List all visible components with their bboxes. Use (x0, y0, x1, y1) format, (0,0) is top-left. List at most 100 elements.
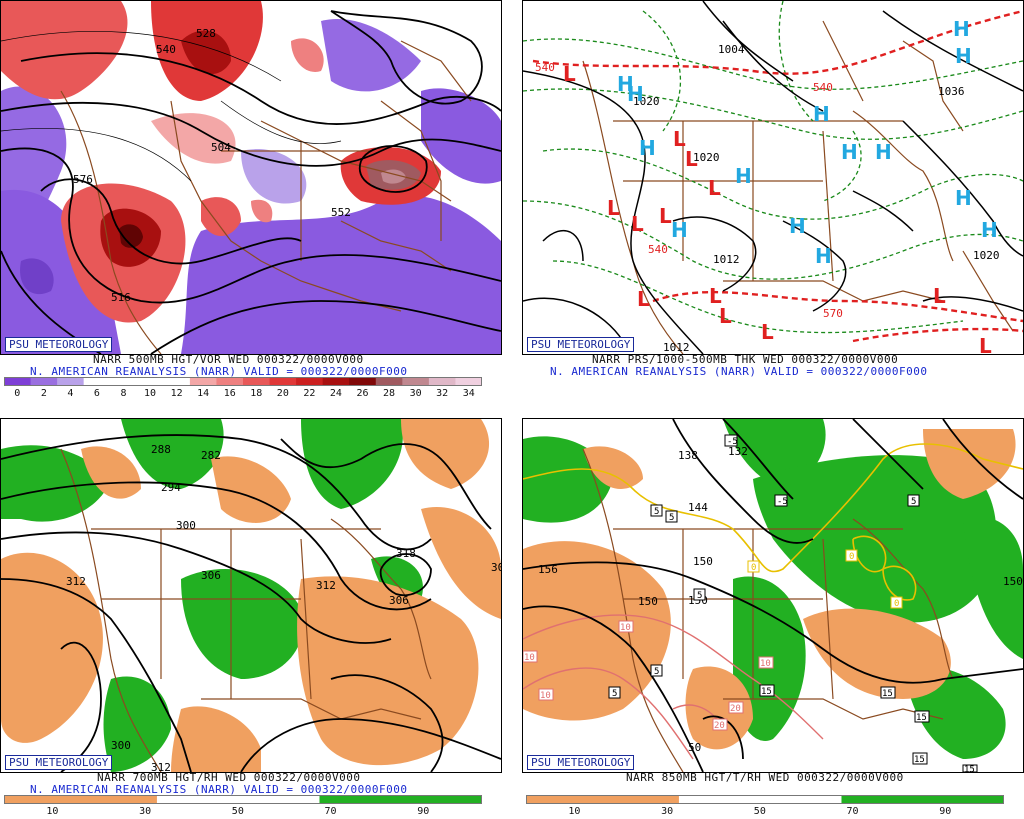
high-pressure-symbol: H (815, 244, 832, 268)
high-pressure-symbol: H (735, 164, 752, 188)
colorbar-tick-label: 10 (46, 806, 59, 817)
high-pressure-symbol: H (813, 102, 830, 126)
temp-label: 5 (907, 494, 920, 507)
temp-label: 5 (665, 510, 678, 523)
svg-text:0: 0 (849, 552, 854, 562)
low-pressure-symbol: L (933, 284, 946, 308)
panel-valid-line: N. AMERICAN REANALYSIS (NARR) VALID = 00… (30, 783, 408, 796)
colorbar-tick-label: 34 (462, 388, 475, 399)
contour-label: 138 (678, 449, 698, 462)
contour-label: 132 (728, 445, 748, 458)
low-pressure-symbol: L (631, 212, 644, 236)
svg-text:5: 5 (612, 689, 617, 699)
contour-label: 312 (151, 761, 171, 772)
colorbar-swatch (57, 377, 85, 386)
contour-label: 312 (316, 579, 336, 592)
high-pressure-symbol: H (955, 44, 972, 68)
map-pressure-thickness: 1004 1020 1020 1036 1012 1020 540 540 57… (522, 0, 1024, 355)
colorbar-tick-label: 10 (568, 806, 581, 817)
colorbar-tick-label: 30 (409, 388, 422, 399)
svg-text:0: 0 (894, 599, 899, 609)
colorbar-tick-label: 18 (250, 388, 263, 399)
colorbar-swatch (322, 377, 350, 386)
panel-title: NARR PRS/1000-500MB THK WED 000322/0000V… (592, 353, 899, 366)
temp-label: 5 (650, 504, 663, 517)
temp-label: 10 (523, 650, 538, 663)
svg-text:-5: -5 (727, 437, 738, 447)
colorbar-swatch (455, 377, 482, 386)
low-pressure-symbol: L (607, 196, 620, 220)
contour-label: 1012 (663, 341, 690, 354)
colorbar-tick-label: 2 (40, 388, 47, 399)
low-pressure-symbol: L (685, 147, 698, 171)
high-pressure-symbol: H (671, 218, 688, 242)
contour-label: 1036 (938, 85, 965, 98)
svg-text:15: 15 (916, 713, 927, 723)
psu-meteorology-badge: PSU METEOROLOGY (5, 337, 113, 352)
svg-text:15: 15 (964, 765, 975, 772)
contour-label: 576 (73, 173, 93, 186)
colorbar-swatch (678, 795, 842, 804)
colorbar-swatch (349, 377, 377, 386)
colorbar-swatch (428, 377, 456, 386)
svg-text:20: 20 (730, 704, 741, 714)
contour-label: 528 (196, 27, 216, 40)
colorbar-swatch (83, 377, 111, 386)
colorbar-tick-label: 8 (120, 388, 127, 399)
vorticity-colorbar-ticks: 0 2 4 6 8 10 12 14 16 18 20 22 24 26 28 30 32 34 (4, 388, 482, 402)
svg-text:10: 10 (760, 659, 771, 669)
contour-label: 318 (396, 547, 416, 560)
temp-label: -5 (774, 494, 788, 507)
colorbar-swatch (319, 795, 482, 804)
low-pressure-symbol: L (709, 284, 722, 308)
colorbar-swatch (526, 795, 679, 804)
colorbar-tick-label: 24 (329, 388, 342, 399)
map-850mb: 138 132 144 150 156 150 150 150 -5 -5 5 … (522, 418, 1024, 773)
panel-valid-line: N. AMERICAN REANALYSIS (NARR) VALID = 00… (550, 365, 928, 378)
contour-label: 282 (201, 449, 221, 462)
temp-label: 0 (747, 560, 760, 573)
colorbar-tick-label: 22 (303, 388, 316, 399)
colorbar-swatch (189, 377, 217, 386)
contour-label: 1012 (713, 253, 740, 266)
contour-label: 540 (813, 81, 833, 94)
high-pressure-symbol: H (639, 136, 656, 160)
temp-label: -5 (724, 434, 738, 447)
svg-text:0: 0 (751, 563, 756, 573)
temp-label: 10 (758, 656, 774, 669)
contour-label: 150 (638, 595, 658, 608)
colorbar-swatch (156, 795, 320, 804)
contour-label: 1020 (693, 151, 720, 164)
colorbar-swatch (4, 377, 32, 386)
high-pressure-symbol: H (981, 218, 998, 242)
contour-label: 306 (201, 569, 221, 582)
rh-colorbar-ticks: 10 30 50 70 90 (4, 806, 482, 819)
svg-text:5: 5 (654, 667, 659, 677)
temp-label: 20 (712, 718, 728, 731)
panel-pressure-thickness: 1004 1020 1020 1036 1012 1020 540 540 57… (522, 0, 1024, 404)
contour-label: 570 (823, 307, 843, 320)
temp-label: 5 (650, 664, 663, 677)
svg-text:20: 20 (714, 721, 725, 731)
contour-label: 288 (151, 443, 171, 456)
svg-text:10: 10 (524, 653, 535, 663)
colorbar-tick-label: 50 (753, 806, 766, 817)
contour-label: 540 (156, 43, 176, 56)
contour-label: 540 (535, 61, 555, 74)
colorbar-swatch (296, 377, 324, 386)
svg-text:15: 15 (882, 689, 893, 699)
colorbar-tick-label: 32 (436, 388, 449, 399)
low-pressure-symbol: L (979, 334, 992, 354)
colorbar-tick-label: 28 (383, 388, 396, 399)
colorbar-swatch (269, 377, 297, 386)
rh-colorbar-ticks: 10 30 50 70 90 (526, 806, 1004, 819)
colorbar-tick-label: 26 (356, 388, 369, 399)
panel-700mb-rh: 288 282 294 300 306 312 312 318 306 300 … (0, 418, 502, 819)
panel-title: NARR 850MB HGT/T/RH WED 000322/0000V000 (626, 771, 904, 784)
low-pressure-symbol: L (637, 287, 650, 311)
colorbar-tick-label: 4 (67, 388, 74, 399)
colorbar-swatch (402, 377, 430, 386)
temp-label: 10 (618, 620, 634, 633)
colorbar-tick-label: 16 (223, 388, 236, 399)
vorticity-colorbar (4, 377, 482, 386)
